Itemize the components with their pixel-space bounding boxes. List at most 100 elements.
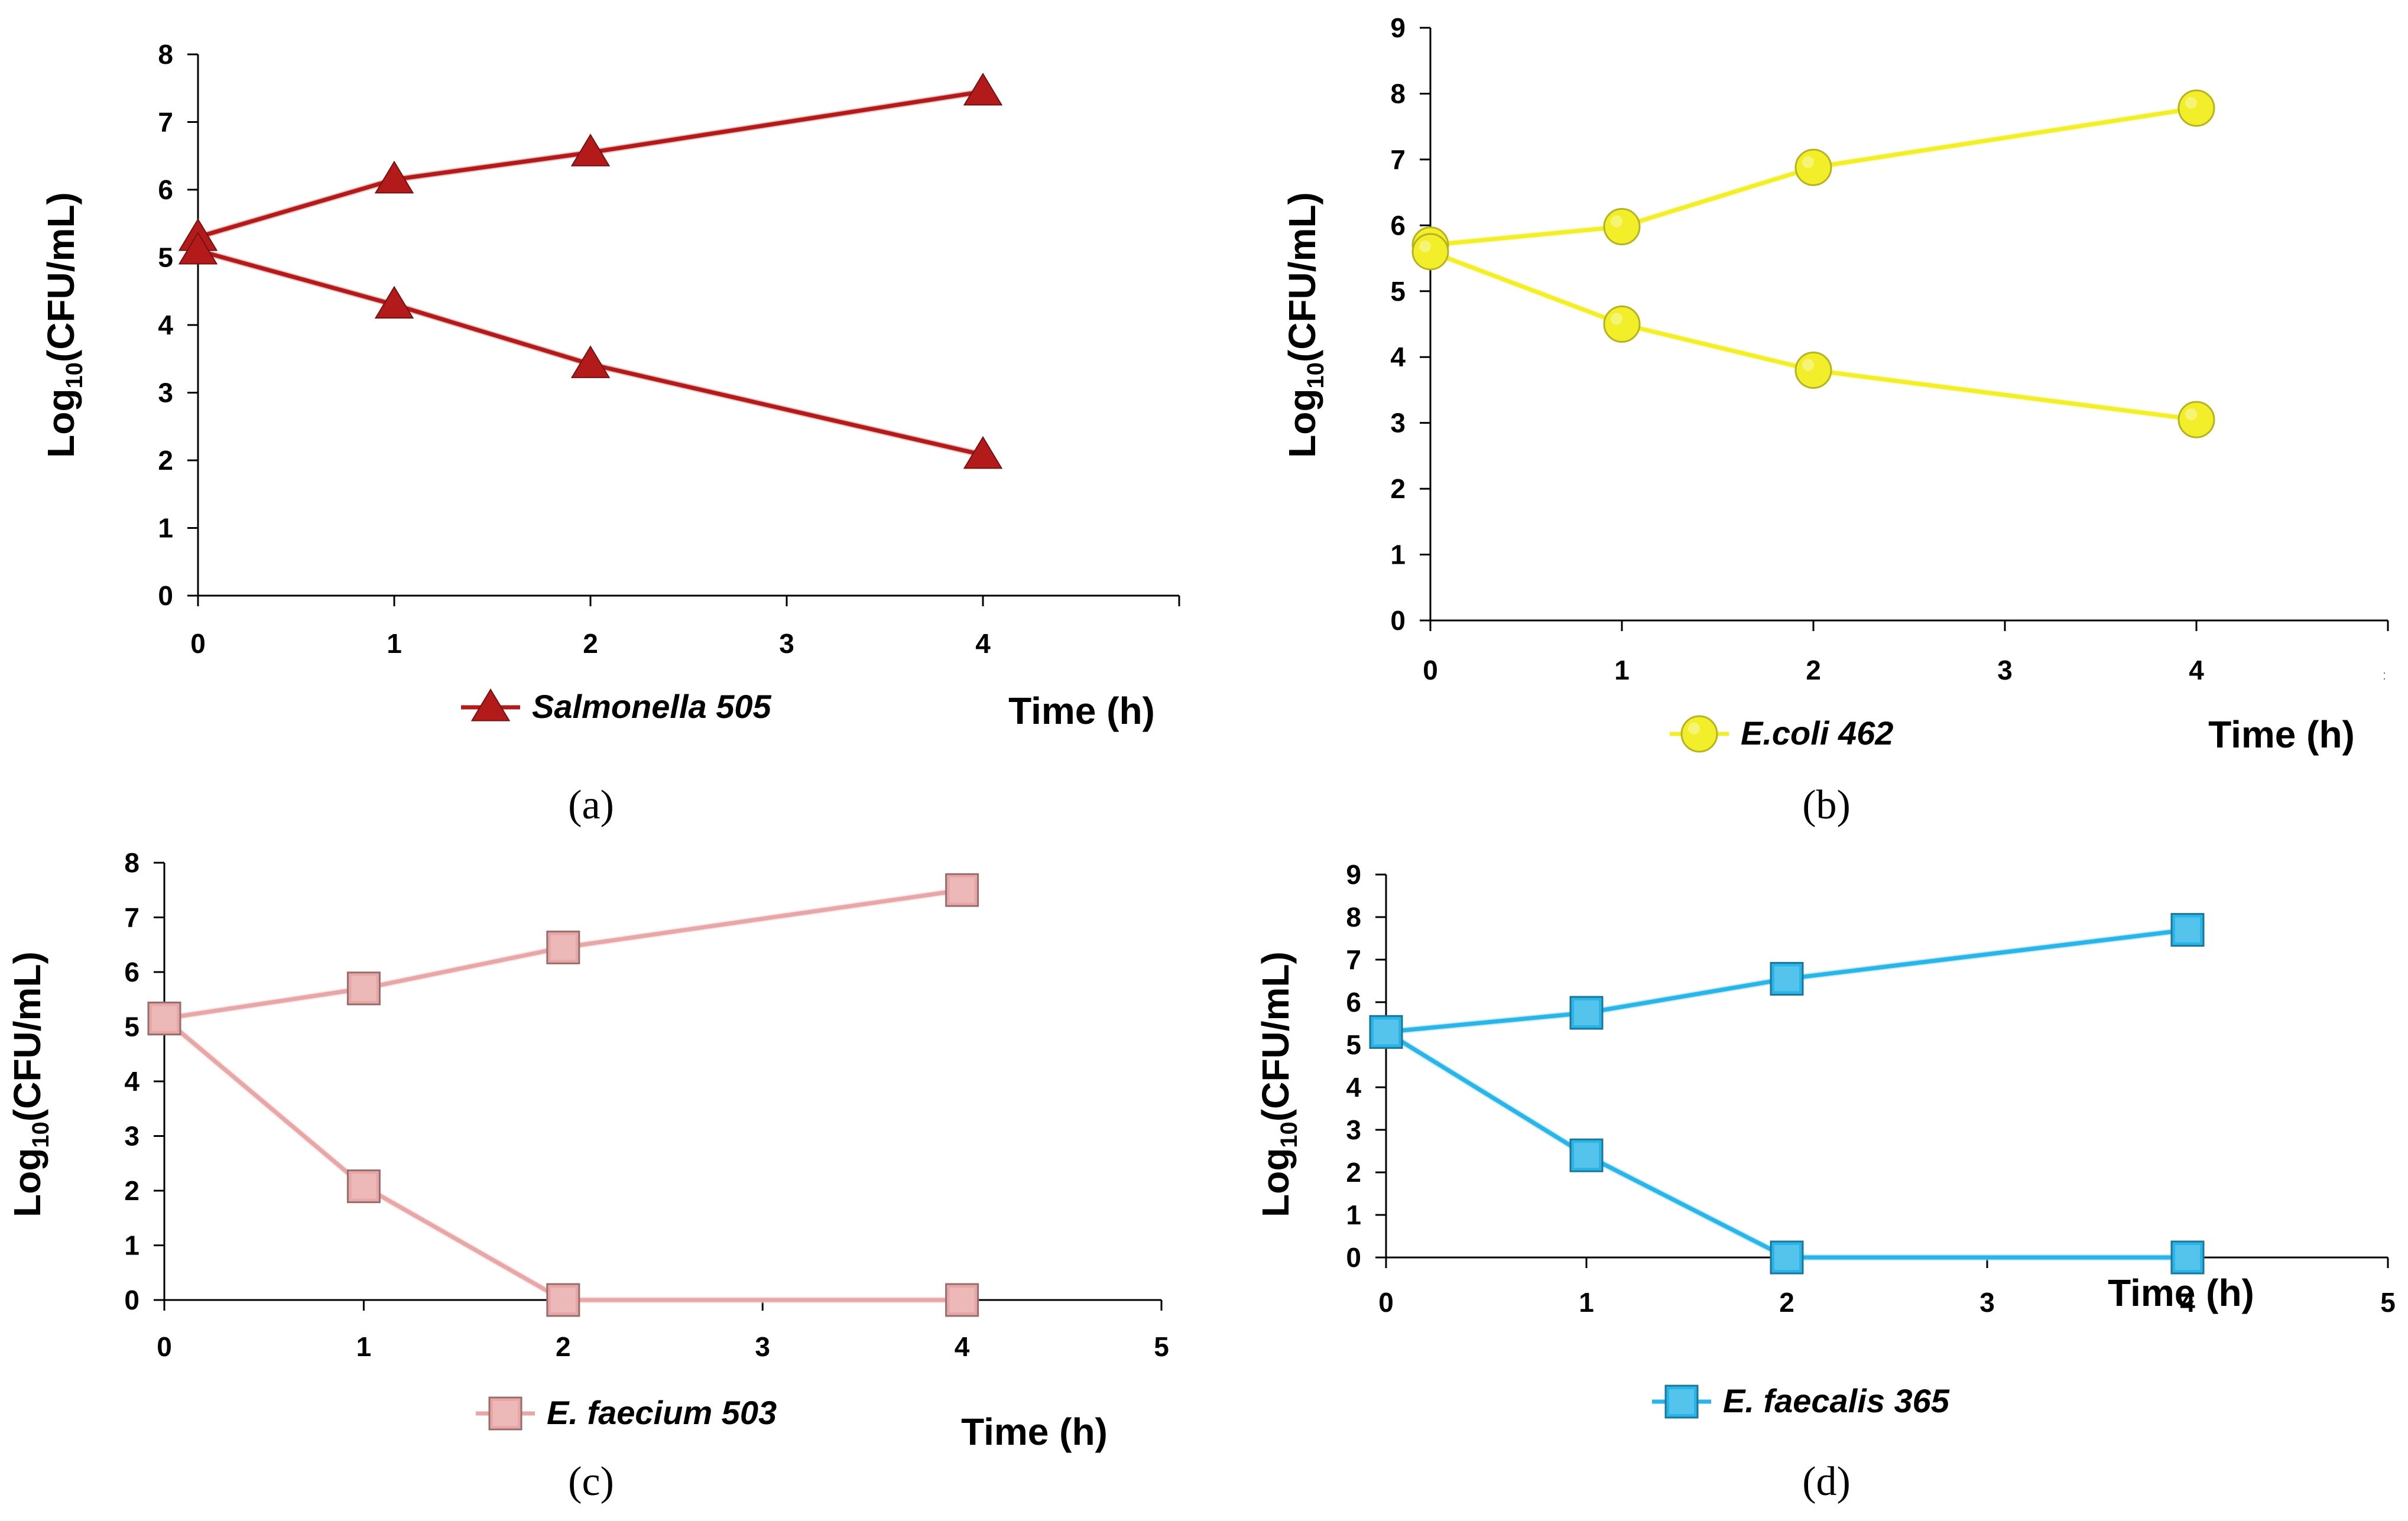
x-tick-label: 3 <box>755 1331 770 1362</box>
legend-marker <box>470 688 511 722</box>
data-point-kill-highlight <box>1802 359 1814 371</box>
y-tick-label: 6 <box>158 174 173 205</box>
y-tick-label: 9 <box>1390 12 1406 43</box>
data-point-kill <box>1411 233 1449 271</box>
chart-panel-d: 0 1 2 3 4 5 6 7 8 9 0 1 2 3 4 5 Log10(CFU/mL) Time (h) E. … <box>1254 859 2396 1504</box>
y-tick-label: 2 <box>1390 473 1406 504</box>
y-tick-label: 1 <box>1390 540 1406 570</box>
data-point-kill <box>963 436 1003 469</box>
y-axis-title-unit: (CFU/mL) <box>6 951 48 1122</box>
series-line-shadow-kill <box>1384 1029 2188 1261</box>
data-point-kill-highlight <box>1611 313 1622 325</box>
y-tick-label: 0 <box>158 580 173 611</box>
y-axis-title-unit: (CFU/mL) <box>1254 951 1297 1122</box>
data-point-growth-face <box>351 976 377 1001</box>
x-tick-label: 1 <box>1614 655 1630 685</box>
y-axis-title-log: Log <box>40 389 82 458</box>
data-point-kill <box>2177 401 2215 438</box>
panel-label: (d) <box>1802 1459 1851 1504</box>
y-axis-title-unit: (CFU/mL) <box>40 192 82 362</box>
panel-label: (b) <box>1802 782 1851 828</box>
y-tick-label: 7 <box>1346 944 1361 975</box>
series-line-growth <box>1430 106 2197 248</box>
data-point-kill-highlight <box>1419 240 1431 252</box>
y-tick-label: 6 <box>1346 987 1361 1018</box>
x-tick-label: 5 <box>1154 1331 1169 1362</box>
data-point-kill-face <box>1374 1019 1398 1045</box>
y-tick-label: 5 <box>1390 276 1406 307</box>
series-line-shadow-kill <box>1429 248 2197 423</box>
chart-panel-c: 0 1 2 3 4 5 6 7 8 0 1 2 3 4 5 Log10(CFU/mL) Time (h) E. f… <box>6 847 1169 1504</box>
legend-marker-face <box>1669 1389 1694 1414</box>
data-point-kill-highlight <box>2185 408 2197 421</box>
y-tick-label: 4 <box>1390 342 1406 372</box>
y-tick-label: 0 <box>1390 605 1406 636</box>
series-line-kill <box>1429 249 2197 422</box>
chart-panel-a: 0 1 2 3 4 5 6 7 8 0 1 2 3 4 Log10(CFU/mL) Time (h) Salmo… <box>40 39 1180 828</box>
data-point-kill-face <box>550 1288 576 1312</box>
data-point-growth-highlight <box>2185 96 2197 109</box>
x-tick-label: 0 <box>1378 1287 1394 1318</box>
x-tick-label: 2 <box>556 1331 571 1362</box>
y-tick-label: 9 <box>1346 859 1361 890</box>
x-tick-label: 4 <box>2189 655 2204 685</box>
chart-panel-b: 0 1 2 3 4 5 6 7 8 9 0 1 2 3 4: Log10(CFU/mL) Time (h) E.c… <box>1281 12 2389 828</box>
y-tick-label: 5 <box>1346 1029 1361 1060</box>
series-line-growth <box>1385 928 2188 1034</box>
data-point-kill-face <box>351 1174 377 1199</box>
y-tick-label: 8 <box>1390 78 1406 109</box>
y-tick-label: 3 <box>158 378 173 408</box>
y-axis-title-unit: (CFU/mL) <box>1281 192 1323 362</box>
data-point-kill <box>1794 352 1832 389</box>
y-tick-label: 3 <box>1390 408 1406 438</box>
series-line-kill <box>163 1016 962 1302</box>
data-point-growth-face <box>2175 917 2200 942</box>
x-tick-label: 2 <box>1779 1287 1794 1318</box>
data-point-growth <box>1794 148 1832 186</box>
y-tick-label: 8 <box>158 39 173 70</box>
x-tick-label: 4 <box>2180 1287 2195 1318</box>
y-tick-label: 1 <box>124 1230 139 1261</box>
y-axis-title-subscript: 10 <box>28 1122 54 1148</box>
y-axis-title-log: Log <box>1281 389 1323 458</box>
y-tick-label: 1 <box>1346 1200 1361 1230</box>
legend-label: E.coli 462 <box>1741 714 1893 752</box>
y-axis-title-subscript: 10 <box>61 362 87 389</box>
y-tick-label: 7 <box>1390 144 1406 175</box>
x-tick-label: 1 <box>356 1331 372 1362</box>
y-tick-label: 8 <box>124 847 139 878</box>
y-tick-label: 7 <box>124 902 139 933</box>
x-tick-label: 1 <box>387 628 402 659</box>
data-point-kill <box>178 232 218 265</box>
y-axis-title: Log10(CFU/mL) <box>1281 192 1329 458</box>
data-point-kill-face <box>152 1006 177 1031</box>
data-point-growth-face <box>1574 1000 1599 1025</box>
y-tick-label: 5 <box>124 1012 139 1042</box>
x-tick-label: 2 <box>583 628 598 659</box>
series-line-growth <box>197 89 984 239</box>
x-axis-title: Time (h) <box>2108 1272 2254 1314</box>
stray-tick-mark: : <box>2383 668 2386 682</box>
y-tick-label: 7 <box>158 107 173 138</box>
legend-label: E. faecium 503 <box>547 1394 777 1431</box>
x-tick-label: 0 <box>157 1331 172 1362</box>
legend-marker-face <box>493 1401 518 1426</box>
panel-label: (a) <box>568 782 614 828</box>
y-tick-label: 4 <box>124 1066 139 1097</box>
x-tick-label: 1 <box>1579 1287 1594 1318</box>
x-tick-label: 3 <box>1979 1287 1995 1318</box>
y-tick-label: 4 <box>158 310 173 340</box>
legend-label: Salmonella 505 <box>532 688 772 725</box>
y-tick-label: 2 <box>124 1175 139 1206</box>
data-point-kill <box>374 285 414 319</box>
y-tick-label: 5 <box>158 242 173 273</box>
data-point-kill-face <box>2175 1245 2200 1270</box>
y-axis-title: Log10(CFU/mL) <box>6 951 54 1217</box>
y-tick-label: 2 <box>1346 1157 1361 1188</box>
data-point-kill <box>570 345 611 378</box>
x-tick-label: 2 <box>1806 655 1821 685</box>
data-point-growth-highlight <box>1611 215 1622 228</box>
x-tick-label: 5 <box>2380 1287 2396 1318</box>
data-point-growth-face <box>949 878 975 903</box>
y-tick-label: 0 <box>124 1285 139 1315</box>
